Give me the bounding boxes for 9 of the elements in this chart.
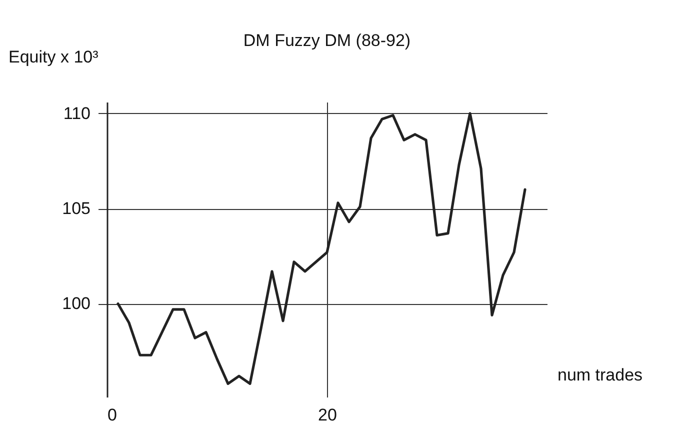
chart-title: DM Fuzzy DM (88-92) — [243, 31, 411, 50]
x-tick-label: 0 — [108, 406, 117, 424]
line-series — [116, 112, 526, 385]
x-axis-title: num trades — [558, 366, 643, 384]
y-tick-label: 100 — [62, 294, 90, 314]
y-axis-title: Equity x 10³ — [8, 48, 99, 66]
y-tick-label: 110 — [63, 104, 90, 123]
x-tick-label: 20 — [318, 406, 337, 424]
y-tick-label: 105 — [62, 199, 90, 218]
